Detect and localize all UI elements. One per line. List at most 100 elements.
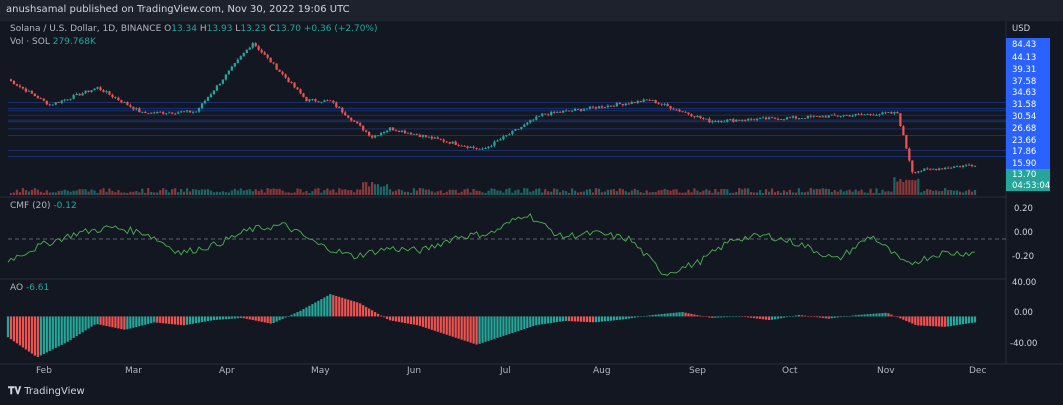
volume-bar: [212, 192, 216, 195]
ao-legend[interactable]: AO -6.61: [10, 283, 49, 293]
candle-body: [245, 49, 248, 54]
ao-bar: [338, 296, 341, 317]
volume-bar: [427, 189, 430, 195]
candle-body: [687, 112, 690, 115]
candle-body: [481, 148, 484, 150]
candle-body: [451, 141, 454, 144]
ao-bar: [308, 305, 311, 317]
volume-bar: [397, 189, 401, 195]
candle-body: [961, 165, 965, 167]
candle-body: [314, 99, 317, 102]
volume-bar: [651, 192, 654, 195]
volume-bar: [165, 189, 168, 195]
candle-body: [729, 119, 732, 120]
ao-bar: [90, 316, 93, 327]
price-level-label: 15.90: [1012, 159, 1037, 169]
volume-bar: [368, 186, 371, 195]
volume-bar: [955, 190, 959, 195]
ao-bar: [845, 316, 848, 317]
ao-bar: [696, 315, 699, 317]
ao-bar: [463, 316, 466, 341]
volume-bar: [958, 191, 962, 195]
candle-body: [576, 108, 580, 110]
volume-bar: [788, 189, 792, 195]
ao-bar: [218, 316, 222, 320]
candle-body: [347, 115, 350, 118]
candle-body: [776, 118, 780, 120]
volume-bar: [141, 188, 144, 195]
publisher-bar: [0, 0, 1063, 21]
candle-body: [833, 114, 836, 116]
candle-body: [908, 148, 911, 161]
volume-bar: [478, 190, 481, 195]
volume-bar: [221, 191, 225, 195]
ao-bar: [350, 300, 353, 317]
volume-bar: [45, 190, 48, 195]
candle-body: [600, 106, 604, 108]
ao-bar: [120, 316, 123, 330]
candle-body: [866, 114, 869, 115]
time-axis-label: Nov: [877, 366, 895, 376]
ao-bar: [923, 316, 926, 326]
ao-bar: [144, 316, 147, 325]
volume-legend: Vol · SOL 279.768K: [10, 37, 96, 47]
candle-body: [296, 87, 299, 90]
candle-body: [845, 115, 848, 116]
ao-bar: [550, 316, 553, 323]
cmf-axis-label: 0.00: [1014, 228, 1033, 238]
candle-body: [84, 90, 87, 94]
volume-bar: [579, 191, 583, 195]
volume-bar: [469, 192, 472, 195]
ao-bar: [603, 316, 607, 322]
candle-body: [514, 129, 517, 131]
volume-bar: [869, 188, 872, 195]
ao-bar: [663, 313, 666, 317]
ao-bar: [588, 316, 592, 323]
volume-bar: [636, 190, 639, 195]
ao-axis-label: 0.00: [1014, 308, 1033, 318]
price-level-label: 26.68: [1012, 124, 1037, 134]
candle-body: [433, 137, 436, 139]
ao-bar: [621, 316, 624, 320]
candle-body: [535, 116, 538, 120]
ao-bar: [938, 316, 941, 327]
volume-bar: [9, 192, 13, 195]
tradingview-logo[interactable]: 𝐓𝐕 TradingView: [8, 386, 85, 397]
ao-bar: [475, 316, 478, 345]
candle-body: [284, 74, 287, 78]
candle-body: [227, 70, 230, 75]
candle-body: [436, 137, 439, 139]
price-level-label: 37.58: [1012, 77, 1037, 87]
ao-bar: [72, 316, 75, 338]
volume-bar: [308, 192, 311, 195]
volume-bar: [776, 191, 780, 195]
candle-body: [926, 168, 929, 170]
candle-body: [708, 118, 711, 123]
candle-body: [287, 77, 290, 83]
candle-body: [371, 135, 374, 138]
volume-bar: [344, 189, 347, 195]
candle-body: [368, 131, 371, 136]
time-axis-label: May: [311, 366, 330, 376]
ao-bar: [815, 316, 818, 318]
volume-bar: [299, 189, 302, 195]
chart-canvas[interactable]: [0, 21, 1063, 383]
ao-bar: [860, 314, 863, 317]
cmf-legend[interactable]: CMF (20) -0.12: [10, 201, 77, 211]
ao-bar: [275, 316, 278, 322]
volume-bar: [236, 190, 239, 195]
candle-body: [562, 110, 565, 113]
ao-bar: [236, 316, 239, 319]
ao-bar: [881, 313, 884, 317]
volume-bar: [708, 190, 711, 195]
volume-bar: [547, 191, 550, 195]
high-value: 13.93: [206, 24, 233, 34]
volume-bar: [409, 192, 413, 195]
ao-bar: [197, 316, 201, 323]
ao-bar: [508, 316, 511, 334]
candle-body: [657, 103, 660, 104]
ao-bar: [472, 316, 475, 344]
ao-bar: [263, 316, 266, 323]
candle-body: [585, 108, 589, 110]
volume-bar: [72, 190, 75, 195]
